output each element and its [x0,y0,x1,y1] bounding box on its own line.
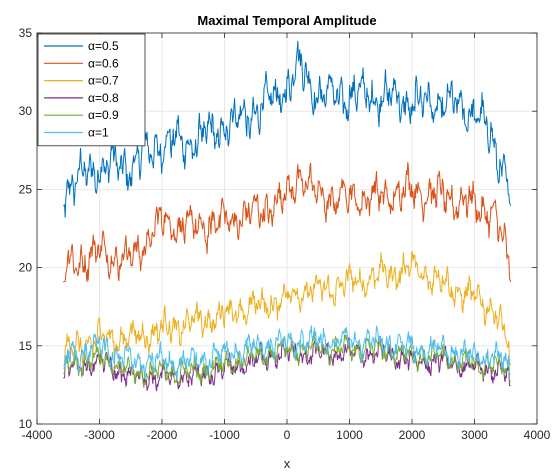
x-tick-label: -2000 [147,428,178,442]
series-line-3 [63,250,512,366]
legend-label: α=1 [88,126,109,140]
chart-title: Maximal Temporal Amplitude [197,13,376,28]
x-tick-label: 2000 [399,428,426,442]
series-line-6 [63,325,511,380]
x-tick-label: 4000 [524,428,551,442]
y-tick-label: 20 [19,261,33,275]
y-tick-label: 35 [19,26,33,40]
legend-label: α=0.6 [88,56,119,70]
legend-label: α=0.5 [88,39,119,53]
legend-label: α=0.7 [88,74,119,88]
legend-label: α=0.8 [88,91,119,105]
legend-label: α=0.9 [88,108,119,122]
x-axis-label: x [284,456,291,471]
x-tick-label: -1000 [209,428,240,442]
y-tick-label: 30 [19,104,33,118]
y-tick-label: 15 [19,339,33,353]
series-line-1 [62,40,512,218]
legend-box [37,33,146,147]
x-tick-label: -4000 [22,428,53,442]
y-tick-label: 25 [19,182,33,196]
series-line-2 [63,162,512,283]
x-tick-label: 3000 [461,428,488,442]
x-tick-label: -3000 [84,428,115,442]
x-tick-label: 0 [284,428,291,442]
legend: α=0.5 α=0.6 α=0.7 α=0.8 α=0.9 α=1 [37,33,146,147]
x-tick-label: 1000 [336,428,363,442]
y-tick-label: 10 [19,417,33,431]
tick-layer: -4000 -3000 -2000 -1000 0 1000 2000 3000 4000 10 1… [19,26,551,442]
series-layer [62,40,512,392]
